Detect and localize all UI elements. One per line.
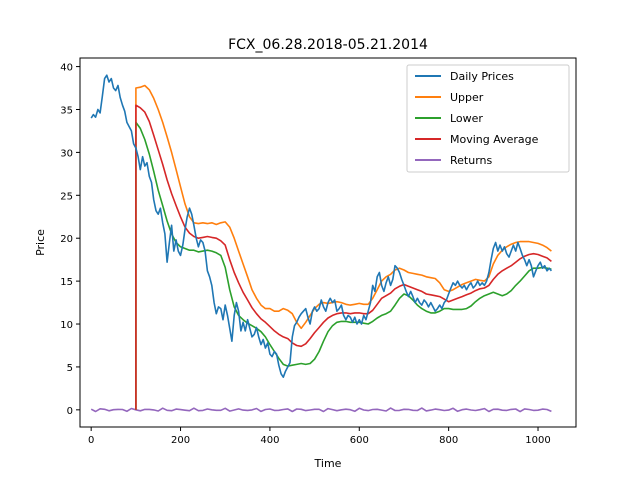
- series-line-daily-prices: [90, 74, 553, 378]
- chart-title: FCX_06.28.2018-05.21.2014: [228, 37, 428, 53]
- legend-box: [406, 64, 570, 173]
- legend: Daily Prices Upper Lower Moving Average Retu…: [406, 64, 570, 173]
- plot-frame: [79, 57, 577, 428]
- series-line-lower: [135, 121, 552, 410]
- y-tick-label: 5: [67, 363, 73, 374]
- x-axis-ticks: 0 200 400 600 800 1000: [88, 427, 551, 446]
- y-tick-label: 20: [60, 234, 73, 245]
- y-tick-label: 0: [67, 406, 73, 417]
- x-tick-label: 0: [88, 435, 94, 446]
- y-axis-label: Price: [34, 229, 47, 256]
- legend-label: Moving Average: [450, 133, 539, 146]
- series-line-moving-average: [135, 104, 552, 410]
- y-tick-label: 10: [60, 320, 73, 331]
- series-layer: [90, 74, 553, 413]
- y-tick-label: 35: [60, 105, 73, 116]
- x-axis-label: Time: [314, 457, 342, 470]
- y-tick-label: 40: [60, 63, 73, 74]
- legend-label: Daily Prices: [450, 70, 514, 83]
- x-tick-label: 1000: [525, 435, 550, 446]
- legend-label: Returns: [450, 154, 493, 167]
- y-tick-label: 25: [60, 191, 73, 202]
- x-tick-label: 600: [350, 435, 369, 446]
- x-tick-label: 400: [260, 435, 279, 446]
- legend-label: Lower: [450, 112, 483, 125]
- y-tick-label: 30: [60, 148, 73, 159]
- x-tick-label: 800: [439, 435, 458, 446]
- legend-label: Upper: [450, 91, 484, 104]
- y-tick-label: 15: [60, 277, 73, 288]
- series-line-returns: [90, 407, 552, 413]
- series-line-upper: [135, 84, 552, 410]
- y-axis-ticks: 0 5 10 15 20 25 30 35 40: [60, 63, 80, 417]
- x-tick-label: 200: [171, 435, 190, 446]
